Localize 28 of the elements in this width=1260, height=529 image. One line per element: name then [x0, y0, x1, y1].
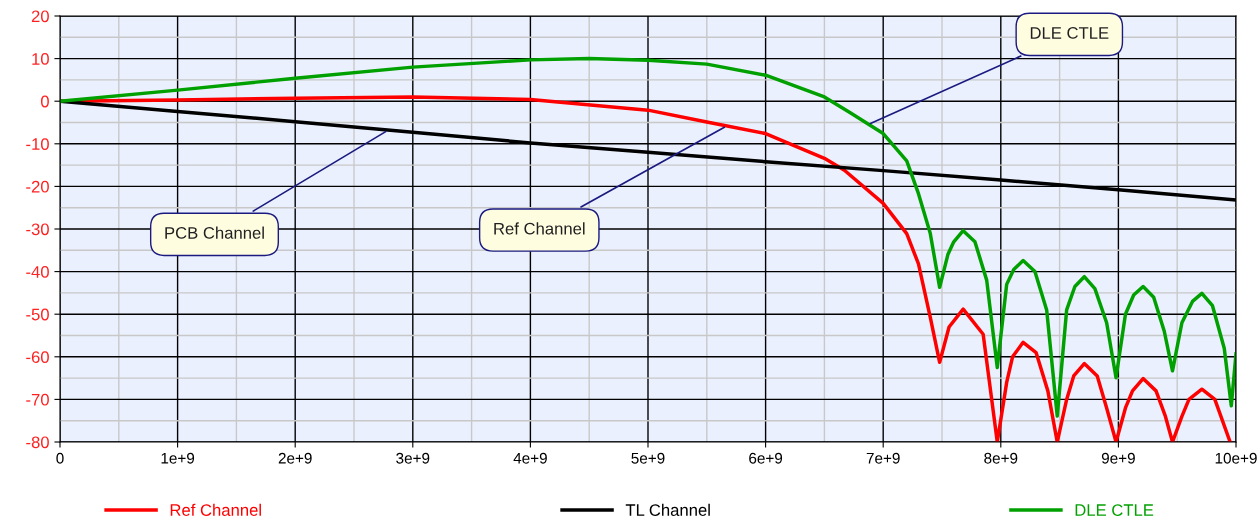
x-tick-label: 1e+9 — [161, 452, 195, 464]
y-tick-label: -80 — [26, 436, 49, 449]
annotation: Ref Channel — [494, 222, 585, 235]
legend-label: TL Channel — [625, 503, 710, 516]
y-tick-label: 0 — [40, 95, 49, 108]
x-tick-label: 4e+9 — [513, 452, 547, 464]
x-tick-label: 0 — [56, 452, 64, 464]
annotation: PCB Channel — [165, 226, 264, 239]
y-tick-label: 10 — [32, 53, 49, 65]
y-tick-label: -70 — [26, 393, 49, 406]
legend-label: Ref Channel — [170, 503, 261, 516]
y-tick-label: -30 — [26, 223, 49, 236]
y-tick-label: -20 — [26, 180, 49, 193]
y-tick-label: 20 — [31, 10, 49, 23]
y-tick-label: -60 — [26, 351, 49, 363]
x-tick-label: 7e+9 — [866, 452, 900, 464]
x-tick-label: 8e+9 — [984, 452, 1018, 464]
x-tick-label: 9e+9 — [1101, 452, 1135, 464]
x-tick-label: 10e+9 — [1215, 452, 1257, 464]
y-tick-label: -40 — [26, 266, 49, 278]
x-tick-label: 5e+9 — [631, 452, 665, 464]
y-tick-label: -50 — [26, 308, 49, 321]
legend-label: DLE CTLE — [1075, 504, 1154, 516]
x-tick-label: 2e+9 — [278, 452, 312, 464]
annotation: DLE CTLE — [1030, 27, 1109, 39]
y-tick-label: -10 — [26, 138, 49, 150]
x-tick-label: 3e+9 — [396, 452, 430, 464]
x-tick-label: 6e+9 — [749, 452, 783, 464]
